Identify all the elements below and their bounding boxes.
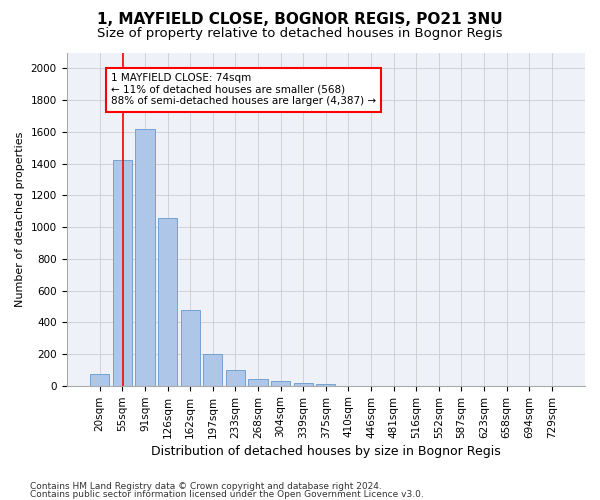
Text: Size of property relative to detached houses in Bognor Regis: Size of property relative to detached ho… [97, 28, 503, 40]
Text: Contains HM Land Registry data © Crown copyright and database right 2024.: Contains HM Land Registry data © Crown c… [30, 482, 382, 491]
Bar [316, 384, 335, 386]
Bar [226, 370, 245, 386]
Text: 1 MAYFIELD CLOSE: 74sqm
← 11% of detached houses are smaller (568)
88% of semi-d: 1 MAYFIELD CLOSE: 74sqm ← 11% of detache… [111, 73, 376, 106]
Bar [271, 381, 290, 386]
Text: Contains public sector information licensed under the Open Government Licence v3: Contains public sector information licen… [30, 490, 424, 499]
Bar [136, 128, 155, 386]
Bar [113, 160, 132, 386]
Y-axis label: Number of detached properties: Number of detached properties [15, 132, 25, 307]
Bar [248, 380, 268, 386]
Bar [293, 382, 313, 386]
X-axis label: Distribution of detached houses by size in Bognor Regis: Distribution of detached houses by size … [151, 444, 500, 458]
Text: 1, MAYFIELD CLOSE, BOGNOR REGIS, PO21 3NU: 1, MAYFIELD CLOSE, BOGNOR REGIS, PO21 3N… [97, 12, 503, 28]
Bar [158, 218, 177, 386]
Bar [203, 354, 223, 386]
Bar [90, 374, 109, 386]
Bar [181, 310, 200, 386]
